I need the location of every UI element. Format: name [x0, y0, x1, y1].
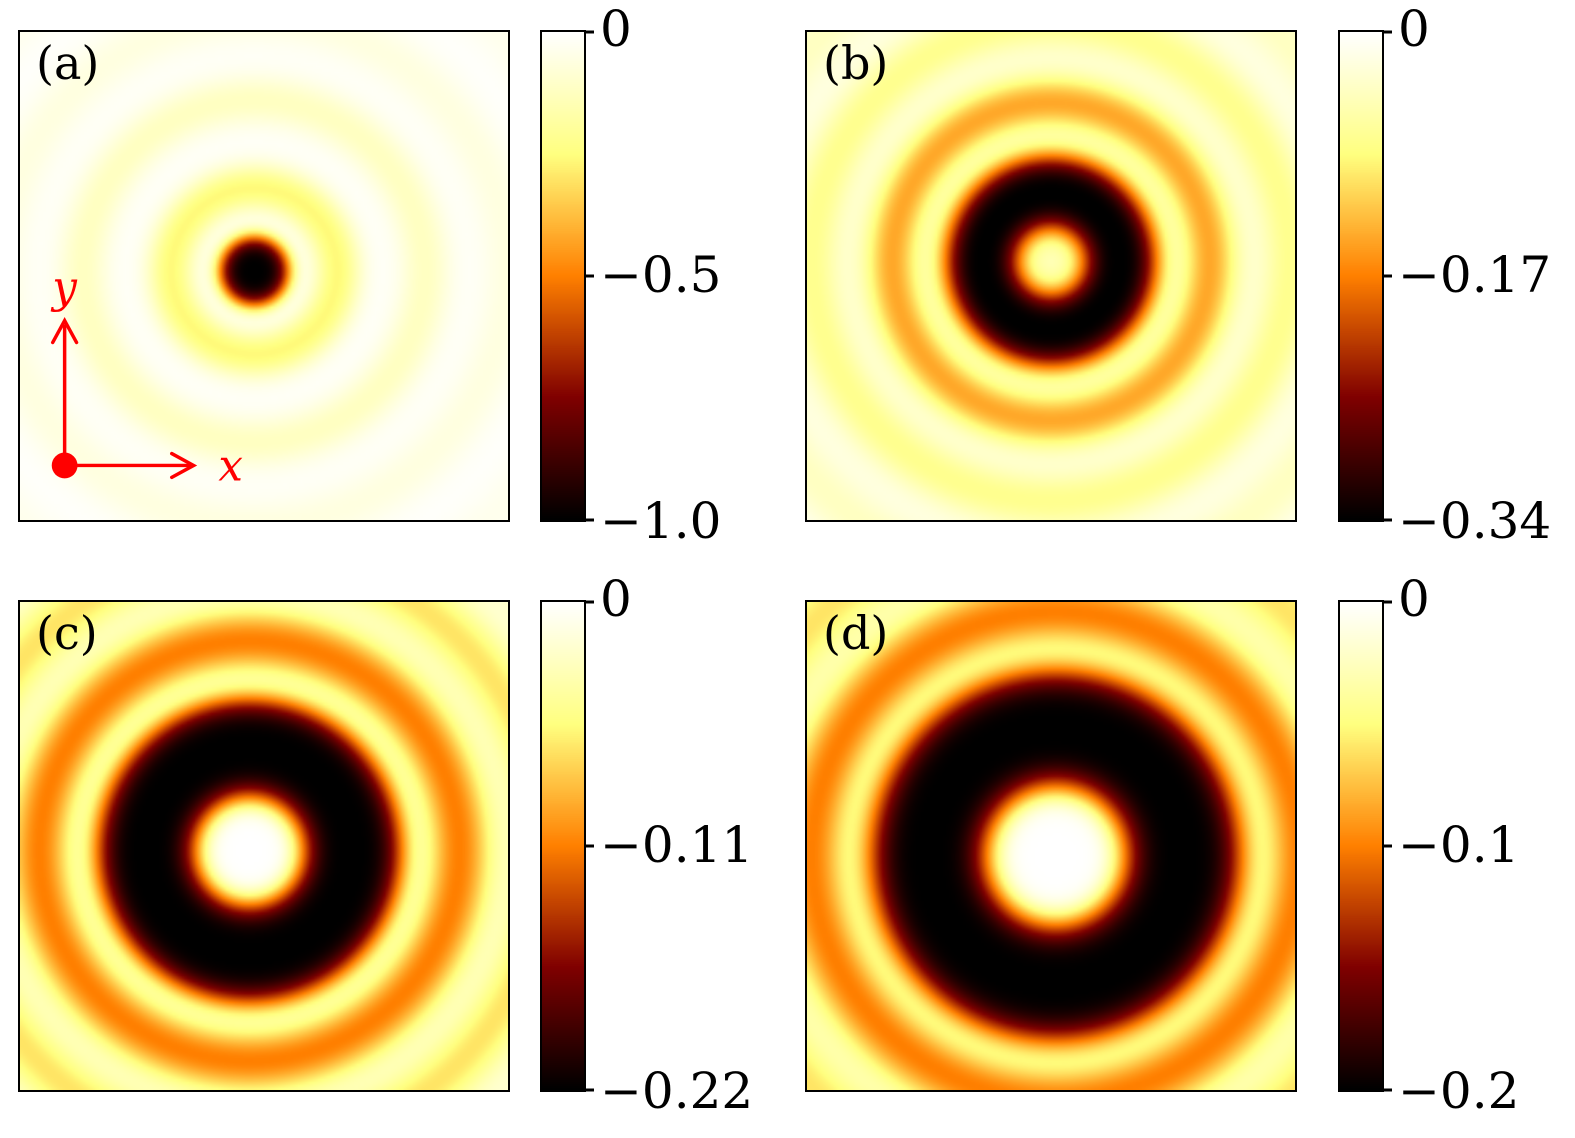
- heatmap-panel-c: (c): [18, 600, 510, 1092]
- colorbar-label: −0.11: [600, 815, 754, 874]
- colorbar-label: −0.34: [1398, 491, 1552, 550]
- panel-label-c: (c): [36, 606, 98, 660]
- colorbar-tick: [584, 518, 594, 522]
- x-axis-arrowhead: [170, 451, 198, 480]
- heatmap-panel-a: (a) y x: [18, 30, 510, 522]
- colorbar-label: 0: [600, 569, 632, 628]
- y-axis-label: y: [50, 262, 78, 313]
- heatmap-canvas-d: [807, 602, 1295, 1090]
- heatmap-panel-b: (b): [805, 30, 1297, 522]
- colorbar-b: [1338, 30, 1392, 522]
- colorbar-d: [1338, 600, 1392, 1092]
- colorbar-tick: [1382, 518, 1392, 522]
- colorbar-tick: [1382, 274, 1392, 278]
- colorbar-label: −0.17: [1398, 245, 1552, 304]
- colorbar-tick: [584, 600, 594, 604]
- axes-annotation: y x: [50, 262, 243, 492]
- heatmap-canvas-a: [20, 32, 508, 520]
- colorbar-tick: [1382, 1088, 1392, 1092]
- colorbar-label: 0: [600, 0, 632, 58]
- colorbar-label: −0.5: [600, 245, 722, 304]
- colorbar-gradient-a: [542, 32, 584, 520]
- colorbar-label: 0: [1398, 569, 1430, 628]
- colorbar-tick: [584, 30, 594, 34]
- heatmap-panel-d: (d): [805, 600, 1297, 1092]
- x-axis-label: x: [218, 440, 243, 491]
- colorbar-label: −0.22: [600, 1061, 754, 1120]
- colorbar-label: −1.0: [600, 491, 722, 550]
- colorbar-c: [540, 600, 594, 1092]
- colorbar-tick: [1382, 600, 1392, 604]
- colorbar-label: −0.2: [1398, 1061, 1520, 1120]
- colorbar-a: [540, 30, 594, 522]
- colorbar-gradient-d: [1340, 602, 1382, 1090]
- colorbar-label: 0: [1398, 0, 1430, 58]
- colorbar-tick: [584, 844, 594, 848]
- colorbar-gradient-b: [1340, 32, 1382, 520]
- heatmap-canvas-b: [807, 32, 1295, 520]
- panel-label-b: (b): [823, 36, 889, 90]
- panel-label-d: (d): [823, 606, 889, 660]
- colorbar-tick: [1382, 30, 1392, 34]
- panel-label-a: (a): [36, 36, 100, 90]
- colorbar-label: −0.1: [1398, 815, 1520, 874]
- heatmap-canvas-c: [20, 602, 508, 1090]
- colorbar-tick: [584, 274, 594, 278]
- colorbar-tick: [584, 1088, 594, 1092]
- y-axis-arrowhead: [50, 317, 79, 345]
- colorbar-tick: [1382, 844, 1392, 848]
- colorbar-gradient-c: [542, 602, 584, 1090]
